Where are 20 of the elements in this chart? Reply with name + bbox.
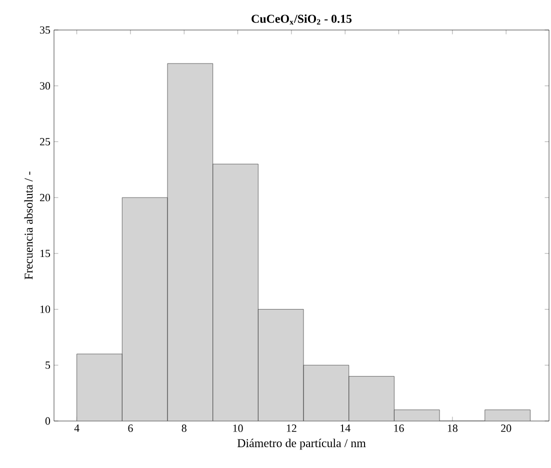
- y-tick-label: 15: [40, 250, 50, 258]
- y-tick-label: 5: [46, 362, 50, 369]
- x-tick-label: 14: [340, 424, 350, 432]
- y-tick-label: 25: [40, 138, 50, 146]
- y-tick-label: 35: [40, 26, 50, 34]
- y-tick-label: 30: [40, 82, 50, 90]
- x-tick-label: 12: [286, 424, 296, 432]
- y-axis-title: Frecuencia absoluta / -: [24, 172, 33, 280]
- x-tick-label: 8: [182, 424, 186, 432]
- x-tick-label: 6: [128, 424, 133, 432]
- x-axis-title: Diámetro de partícula / nm: [237, 438, 366, 450]
- x-tick-label: 18: [448, 424, 458, 432]
- x-tick-label: 20: [501, 424, 512, 432]
- y-tick-label: 20: [40, 194, 50, 202]
- x-tick-label: 4: [74, 424, 80, 432]
- x-tick-label: 16: [394, 424, 404, 432]
- x-tick-label: 10: [233, 424, 243, 432]
- y-tick-label: 10: [40, 306, 50, 313]
- y-tick-label: 0: [45, 417, 50, 425]
- chart-title: CuCeO$_{x}$/SiO$_{2}$ - 0.15: [252, 14, 352, 24]
